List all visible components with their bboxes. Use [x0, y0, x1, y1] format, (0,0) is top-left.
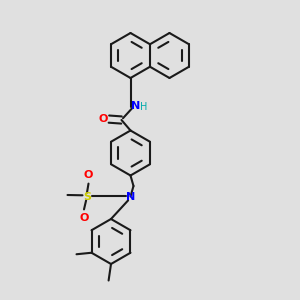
Text: O: O	[84, 169, 93, 180]
Text: N: N	[131, 100, 140, 111]
Text: O: O	[79, 213, 89, 224]
Text: H: H	[140, 101, 147, 112]
Text: N: N	[126, 191, 135, 202]
Text: O: O	[99, 114, 108, 124]
Text: S: S	[83, 191, 91, 202]
